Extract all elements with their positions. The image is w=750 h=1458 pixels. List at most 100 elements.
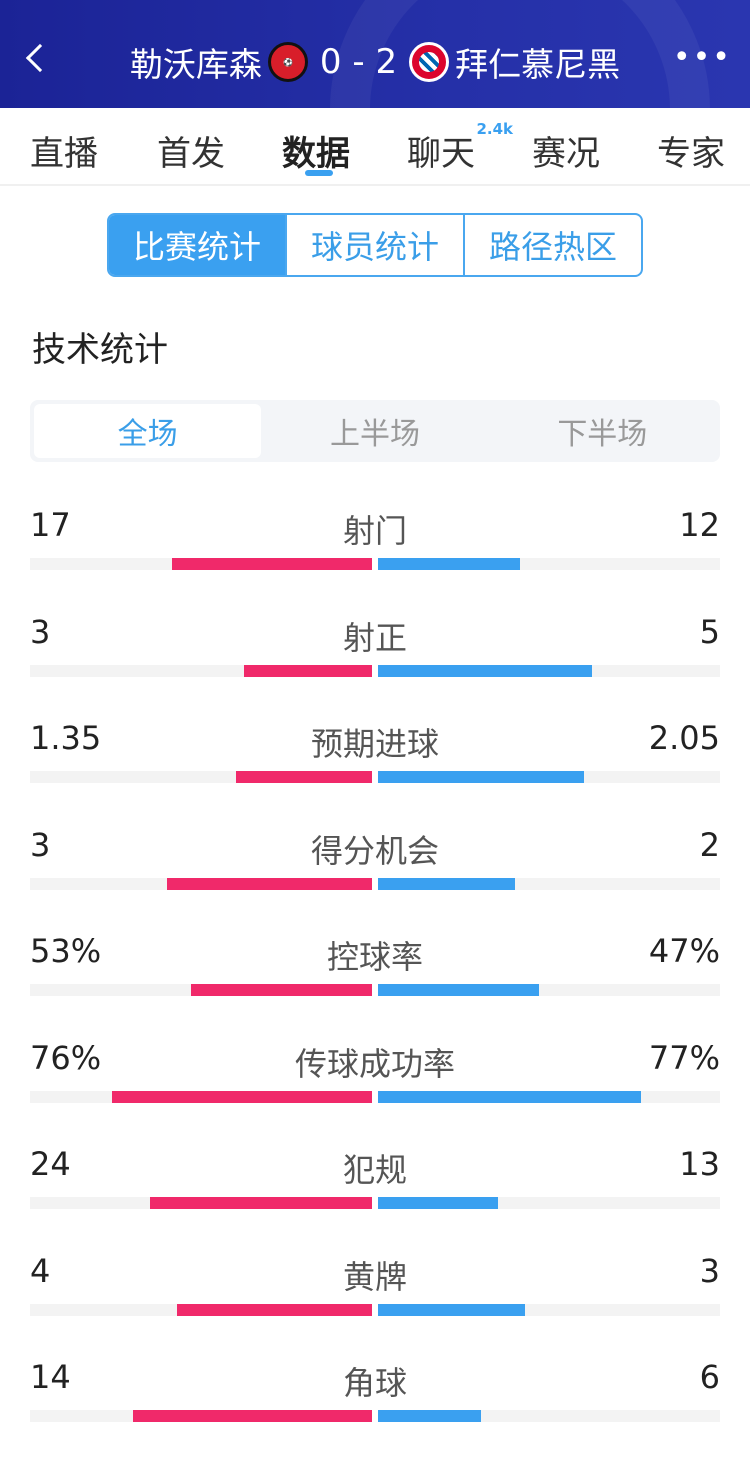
away-bar-fill [378,984,539,996]
tab-events[interactable]: 赛况 [532,126,600,175]
home-value: 3 [30,612,51,651]
away-bar-track [378,984,720,996]
period-first-half[interactable]: 上半场 [329,417,420,452]
stat-name: 得分机会 [310,831,439,870]
stat-name: 黄牌 [342,1257,407,1296]
home-bar-track [30,984,372,996]
tab-experts[interactable]: 专家 [657,126,725,175]
home-bar-track [30,558,372,570]
stat-name: 传球成功率 [294,1044,455,1083]
stat-name: 角球 [342,1364,407,1402]
home-bar-fill [190,984,372,996]
away-value: 2.05 [648,719,720,757]
home-bar-fill [112,1090,372,1103]
away-bar-track [378,1303,720,1316]
tab-chat[interactable]: 聊天 2.4k [407,120,513,175]
period-second-half[interactable]: 下半场 [557,417,648,452]
active-tab-indicator [305,170,333,176]
away-bar-track [378,1090,720,1103]
period-full[interactable]: 全场 [34,404,262,458]
away-bar-fill [378,1303,525,1316]
home-bar-track [30,1303,372,1316]
stat-row: 24 犯规 13 [30,1145,720,1245]
stat-name: 射门 [342,512,407,550]
stat-name: 预期进球 [310,725,439,763]
away-team-logo [409,42,450,82]
home-value: 14 [30,1358,71,1396]
home-bar-track [30,1410,372,1422]
away-bar-fill [378,877,515,890]
stat-row: 17 射门 12 [30,506,720,606]
home-bar-fill [236,771,372,783]
away-bar-fill [378,1090,642,1103]
home-bar-track [30,771,372,783]
chat-count-badge: 2.4k [476,120,513,138]
stat-name: 射正 [342,618,407,657]
tab-label: 专家 [657,134,725,174]
home-team-logo: ⚽ [267,42,308,82]
period-selector: 全场 上半场 下半场 [30,400,720,462]
home-bar-track [30,1090,372,1103]
stat-name: 犯规 [342,1151,407,1189]
tab-label: 首发 [157,134,225,174]
segment-player-stats[interactable]: 球员统计 [285,215,463,275]
away-value: 5 [699,612,720,651]
stat-row: 1.35 预期进球 2.05 [30,719,720,819]
away-bar-fill [378,664,592,677]
match-title: 勒沃库森 ⚽ 0 - 2 拜仁慕尼黑 [0,38,750,86]
away-bar-fill [378,1410,481,1422]
away-bar-track [378,664,720,677]
away-value: 77% [648,1038,720,1077]
tab-label: 聊天 [407,134,475,174]
home-value: 76% [30,1038,102,1077]
tab-label: 赛况 [532,134,600,174]
stat-row: 4 黄牌 3 [30,1252,720,1352]
home-value: 1.35 [30,719,102,757]
away-bar-track [378,558,720,570]
away-bar-track [378,1410,720,1422]
tab-lineup[interactable]: 首发 [157,126,225,175]
home-bar-fill [171,558,372,570]
away-value: 12 [679,506,720,544]
away-value: 47% [648,932,720,970]
away-value: 2 [699,825,720,864]
home-bar-fill [150,1197,372,1209]
stat-row: 53% 控球率 47% [30,932,720,1032]
segment-match-stats[interactable]: 比赛统计 [109,215,285,275]
home-value: 24 [30,1145,71,1183]
more-icon[interactable]: ••• [672,40,732,75]
tab-label: 数据 [282,134,350,174]
home-bar-track [30,877,372,890]
away-team-name[interactable]: 拜仁慕尼黑 [455,45,621,84]
away-bar-track [378,877,720,890]
stat-row: 76% 传球成功率 77% [30,1039,720,1139]
home-bar-fill [132,1410,372,1422]
home-value: 4 [30,1251,51,1290]
stat-row: 14 角球 6 [30,1358,720,1458]
home-bar-fill [243,664,372,677]
tab-label: 直播 [30,134,98,174]
away-bar-track [378,771,720,783]
segment-heatmap[interactable]: 路径热区 [463,215,641,275]
away-bar-fill [378,771,585,783]
home-value: 17 [30,506,71,544]
match-score: 0 - 2 [319,42,398,82]
stat-row: 3 得分机会 2 [30,826,720,926]
away-bar-track [378,1197,720,1209]
tab-live[interactable]: 直播 [30,126,98,175]
stats-segment-control: 比赛统计 球员统计 路径热区 [107,213,643,277]
home-value: 3 [30,825,51,864]
home-bar-fill [176,1303,372,1316]
main-tabs: 直播 首发 数据 聊天 2.4k 赛况 专家 [0,108,750,186]
section-title: 技术统计 [32,330,168,370]
away-bar-fill [378,558,520,570]
match-header: 勒沃库森 ⚽ 0 - 2 拜仁慕尼黑 ••• [0,0,750,108]
away-bar-fill [378,1197,499,1209]
tab-data[interactable]: 数据 [282,126,350,175]
stat-name: 控球率 [326,938,423,976]
away-value: 13 [679,1145,720,1183]
home-bar-track [30,1197,372,1209]
stat-row: 3 射正 5 [30,613,720,713]
home-value: 53% [30,932,102,970]
home-team-name[interactable]: 勒沃库森 [129,45,262,84]
